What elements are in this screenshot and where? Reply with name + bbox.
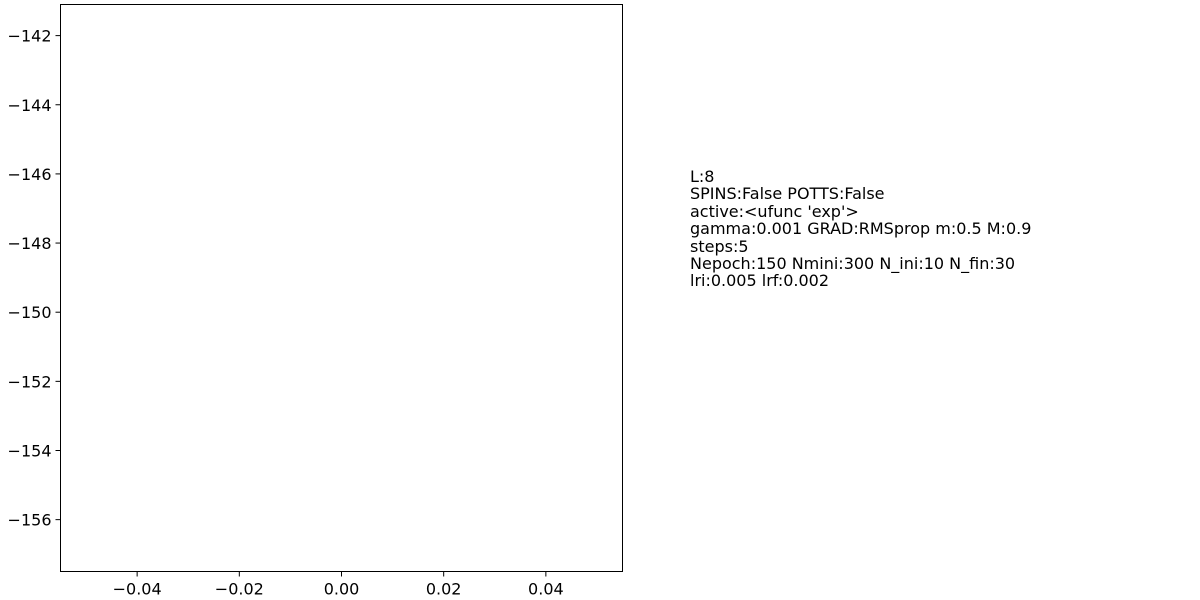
x-tick-label: 0.02 xyxy=(426,580,462,599)
y-tick-label: −150 xyxy=(8,303,52,322)
y-tick-label: −144 xyxy=(8,96,52,115)
x-tick-label: −0.02 xyxy=(215,580,264,599)
x-axis: −0.04 −0.02 0.00 0.02 0.04 xyxy=(113,571,564,599)
y-tick-label: −156 xyxy=(8,511,52,530)
info-line-l: L:8 xyxy=(690,167,715,186)
y-tick-label: −154 xyxy=(8,441,52,460)
x-tick-label: 0.00 xyxy=(324,580,360,599)
info-line-lr: lri:0.005 lrf:0.002 xyxy=(690,271,830,291)
x-tick-label: 0.04 xyxy=(528,580,564,599)
y-tick-label: −146 xyxy=(8,165,52,184)
info-line-steps: steps:5 xyxy=(690,236,749,256)
plot-area xyxy=(60,4,623,572)
info-line-gamma: gamma:0.001 GRAD:RMSprop m:0.5 M:0.9 xyxy=(690,219,1032,239)
y-tick-label: −142 xyxy=(8,27,52,46)
y-tick-label: −152 xyxy=(8,372,52,391)
y-axis: −142 −144 −146 −148 −150 −152 −154 −156 xyxy=(8,27,61,530)
info-line-spins: SPINS:False POTTS:False xyxy=(690,184,885,204)
parameter-info-panel: L:8 SPINS:False POTTS:False active:<ufun… xyxy=(690,168,1170,290)
x-tick-label: −0.04 xyxy=(113,580,162,599)
info-line-nepoch: Nepoch:150 Nmini:300 N_ini:10 N_fin:30 xyxy=(690,254,1016,274)
info-line-active: active:<ufunc 'exp'> xyxy=(690,201,859,221)
y-tick-label: −148 xyxy=(8,234,52,253)
